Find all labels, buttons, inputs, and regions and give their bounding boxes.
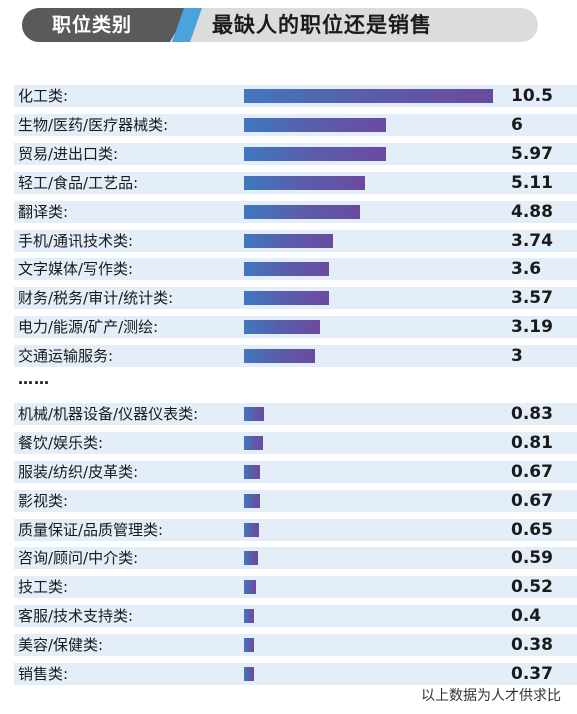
bar [244, 551, 258, 565]
category-label: 餐饮/娱乐类: [18, 434, 104, 452]
value-label: 3 [511, 346, 523, 366]
value-label: 6 [511, 115, 523, 135]
bar [244, 523, 259, 537]
category-label: 手机/通讯技术类: [18, 232, 134, 250]
category-label: 翻译类: [18, 203, 69, 221]
value-label: 0.65 [511, 520, 553, 540]
value-label: 3.57 [511, 288, 553, 308]
category-label: 技工类: [18, 578, 69, 596]
chart-title: 最缺人的职位还是销售 [212, 13, 432, 37]
gap-ellipsis: …… [18, 370, 50, 388]
row-background [14, 490, 577, 512]
category-label: 影视类: [18, 492, 69, 510]
category-label: 财务/税务/审计/统计类: [18, 289, 174, 307]
row-background [14, 403, 577, 425]
category-label: 销售类: [18, 665, 69, 683]
header-tag-label: 职位类别 [52, 14, 133, 36]
value-label: 3.74 [511, 231, 553, 251]
value-label: 0.38 [511, 635, 553, 655]
bar [244, 609, 254, 623]
bar [244, 262, 329, 276]
row-background [14, 663, 577, 685]
category-label: 咨询/顾问/中介类: [18, 549, 139, 567]
bar [244, 320, 320, 334]
chart-footnote: 以上数据为人才供求比 [421, 688, 561, 704]
value-label: 3.6 [511, 259, 542, 279]
bar [244, 176, 365, 190]
chart-header: 职位类别 最缺人的职位还是销售 [22, 8, 538, 42]
category-label: 客服/技术支持类: [18, 607, 134, 625]
value-label: 0.67 [511, 462, 553, 482]
bar [244, 234, 333, 248]
bar [244, 494, 260, 508]
value-label: 5.11 [511, 173, 553, 193]
value-label: 0.67 [511, 491, 553, 511]
header-tag-background [22, 8, 190, 42]
bar [244, 407, 264, 421]
bar [244, 580, 256, 594]
value-label: 0.83 [511, 404, 553, 424]
category-label: 质量保证/品质管理类: [18, 521, 164, 539]
category-label: 交通运输服务: [18, 347, 114, 365]
value-label: 0.81 [511, 433, 553, 453]
value-label: 0.52 [511, 577, 553, 597]
bar [244, 638, 254, 652]
bar [244, 118, 386, 132]
row-background [14, 576, 577, 598]
row-background [14, 547, 577, 569]
category-label: 文字媒体/写作类: [18, 260, 134, 278]
value-label: 4.88 [511, 202, 553, 222]
category-label: 轻工/食品/工艺品: [18, 174, 139, 192]
row-background [14, 634, 577, 656]
value-label: 10.5 [511, 86, 553, 106]
category-label: 贸易/进出口类: [18, 145, 119, 163]
category-label: 美容/保健类: [18, 636, 104, 654]
row-background [14, 432, 577, 454]
row-background [14, 605, 577, 627]
category-label: 机械/机器设备/仪器仪表类: [18, 405, 199, 423]
category-label: 电力/能源/矿产/测绘: [18, 318, 159, 336]
category-label: 服装/纺织/皮革类: [18, 463, 139, 481]
row-background [14, 461, 577, 483]
bar [244, 465, 260, 479]
category-label: 生物/医药/医疗器械类: [18, 116, 169, 134]
value-label: 0.4 [511, 606, 542, 626]
bar [244, 89, 493, 103]
bar [244, 349, 315, 363]
value-label: 0.59 [511, 548, 553, 568]
bar [244, 667, 254, 681]
row-background [14, 519, 577, 541]
value-label: 5.97 [511, 144, 553, 164]
category-label: 化工类: [18, 87, 69, 105]
bar [244, 436, 263, 450]
bar [244, 205, 360, 219]
bar [244, 147, 386, 161]
bar [244, 291, 329, 305]
value-label: 3.19 [511, 317, 553, 337]
value-label: 0.37 [511, 664, 553, 684]
